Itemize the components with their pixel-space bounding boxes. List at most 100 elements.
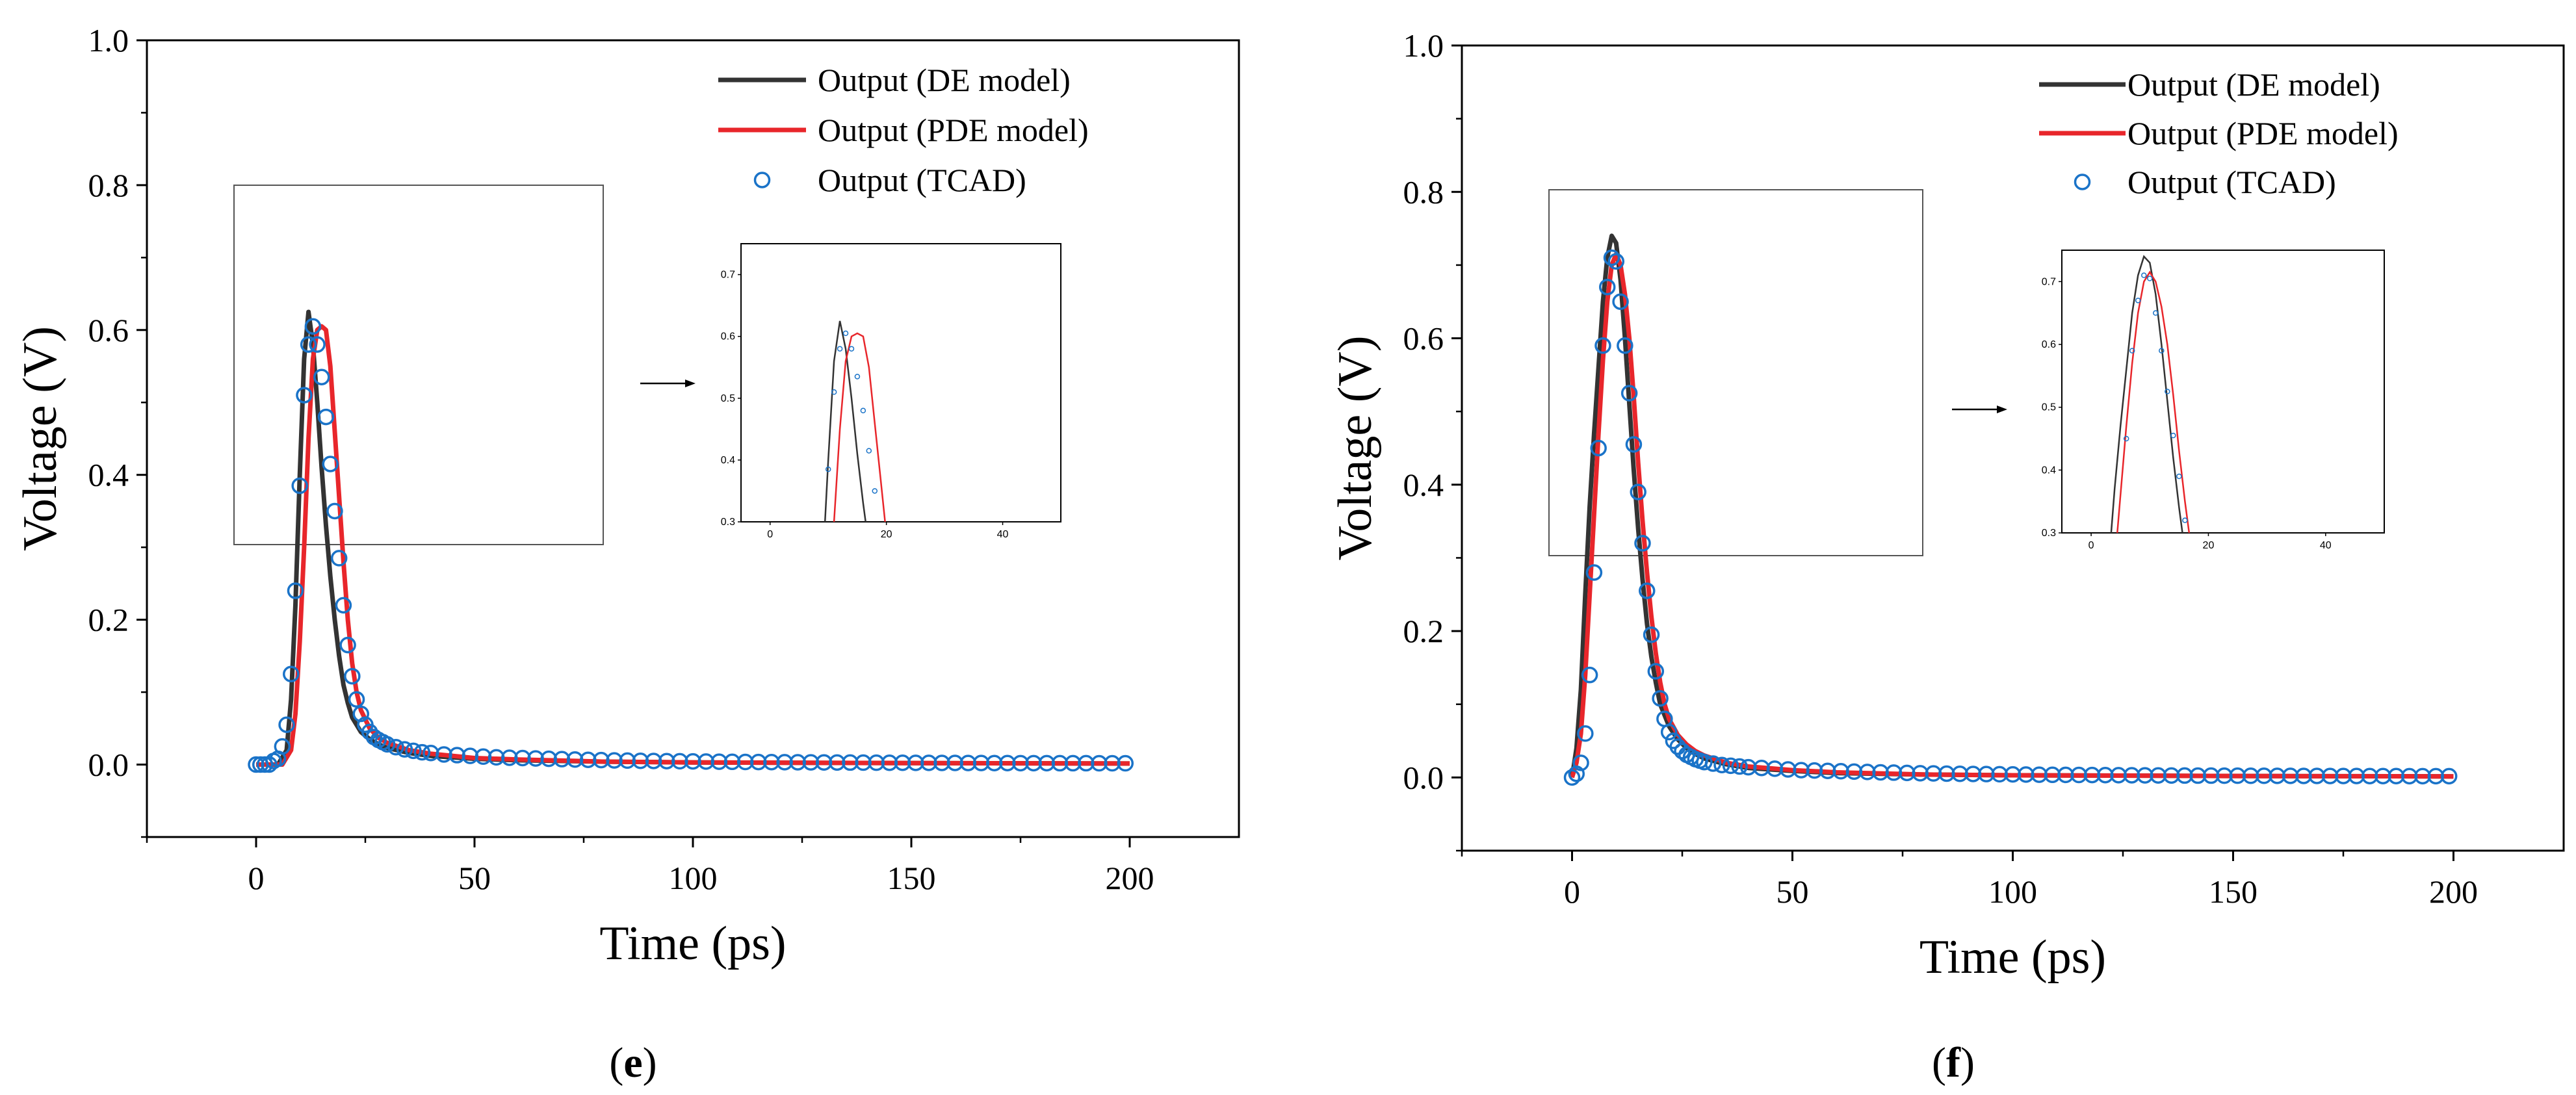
y-tick-label: 0.8	[88, 167, 129, 203]
inset-data-point	[860, 407, 866, 414]
data-point	[1064, 754, 1082, 772]
series-line-1	[256, 324, 1130, 767]
series-line-1	[1570, 251, 2454, 779]
data-point	[815, 754, 833, 771]
data-point	[985, 754, 1003, 771]
inset-data-point	[2141, 272, 2147, 278]
data-point	[339, 636, 356, 654]
data-point	[789, 754, 807, 771]
data-point	[1598, 278, 1616, 296]
inset-x-tick-label: 40	[997, 529, 1009, 540]
data-point	[1038, 754, 1056, 772]
data-point	[283, 665, 300, 682]
panel-label: (e)	[609, 1039, 657, 1087]
data-point	[1078, 754, 1095, 772]
inset-y-tick-label: 0.7	[2042, 276, 2056, 287]
data-point	[1581, 666, 1598, 684]
inset-frame	[2061, 250, 2385, 534]
inset-plot-area	[2110, 255, 2191, 533]
data-point	[1603, 249, 1620, 266]
data-point	[868, 754, 885, 771]
data-point	[475, 748, 492, 766]
inset-data-point	[2135, 298, 2141, 303]
data-point	[248, 756, 265, 773]
data-point	[540, 750, 557, 767]
data-point	[579, 751, 597, 768]
data-point	[842, 754, 859, 771]
data-point	[684, 753, 701, 770]
data-point	[1639, 582, 1656, 599]
data-point	[593, 751, 610, 769]
data-point	[697, 753, 714, 770]
legend-swatch	[2074, 174, 2091, 190]
x-tick-label: 50	[458, 860, 491, 896]
data-point	[933, 754, 950, 771]
inset-x-tick-label: 0	[2088, 540, 2094, 551]
data-point	[658, 753, 675, 769]
data-point	[449, 747, 465, 764]
y-tick-label: 0.4	[88, 457, 129, 493]
data-point	[352, 705, 370, 723]
y-tick-label: 0.6	[1403, 320, 1444, 357]
data-point	[1572, 754, 1589, 771]
data-point	[405, 742, 422, 760]
data-point	[1617, 337, 1633, 354]
legend-label: Output (DE model)	[2127, 66, 2380, 103]
data-point	[1577, 725, 1594, 742]
y-tick-label: 1.0	[88, 22, 129, 58]
data-point	[1620, 385, 1638, 402]
legend-label: Output (PDE model)	[818, 112, 1089, 148]
x-tick-label: 200	[2429, 873, 2478, 910]
inset-y-tick-label: 0.6	[2042, 339, 2056, 350]
legend-label: Output (PDE model)	[2127, 115, 2399, 151]
data-point	[278, 716, 295, 733]
y-tick-label: 0.0	[1403, 759, 1444, 795]
data-point	[287, 582, 304, 599]
data-point	[1585, 564, 1603, 581]
data-point	[1563, 769, 1581, 786]
inset-y-tick-label: 0.4	[2042, 465, 2056, 476]
inset-data-point	[854, 374, 861, 380]
legend-label: Output (TCAD)	[2127, 164, 2336, 200]
x-tick-label: 200	[1106, 860, 1154, 896]
y-axis-title: Voltage (V)	[14, 326, 67, 551]
inset-y-tick-label: 0.5	[2042, 402, 2056, 413]
x-axis-title: Time (ps)	[599, 917, 786, 970]
data-point	[829, 754, 846, 771]
data-point	[514, 749, 531, 767]
data-point	[348, 691, 365, 708]
inset-data-point	[831, 389, 837, 395]
data-point	[1612, 293, 1629, 310]
data-point	[1647, 663, 1665, 680]
data-point	[1722, 757, 1739, 775]
inset-data-point	[2123, 435, 2129, 442]
x-tick-label: 0	[1564, 873, 1580, 910]
data-point	[1051, 754, 1069, 772]
zoom-box	[1548, 189, 1923, 556]
data-point	[291, 477, 308, 495]
y-tick-label: 1.0	[1403, 27, 1444, 64]
x-tick-label: 150	[2209, 873, 2257, 910]
data-point	[632, 752, 649, 769]
inset-data-point	[848, 346, 855, 352]
inset-y-tick-label: 0.7	[721, 270, 735, 281]
inset-data-point	[842, 330, 849, 337]
data-point	[776, 754, 793, 771]
data-point	[855, 754, 872, 771]
data-point	[436, 746, 452, 763]
data-point	[553, 751, 571, 767]
data-point	[907, 754, 924, 771]
inset-data-point	[2176, 473, 2182, 480]
inset-chart: 0 20 40 0.3 0.4 0.5 0.6 0.7	[2042, 250, 2385, 551]
inset-data-point	[2159, 348, 2165, 354]
inset-series-line-0	[824, 320, 866, 522]
data-point	[2440, 767, 2458, 785]
panel-label: (f)	[1932, 1039, 1975, 1087]
inset-data-point	[2182, 517, 2188, 523]
x-tick-label: 0	[248, 860, 265, 896]
data-point	[972, 754, 990, 771]
data-point	[1643, 626, 1660, 643]
inset-x-tick-label: 40	[2320, 540, 2332, 551]
